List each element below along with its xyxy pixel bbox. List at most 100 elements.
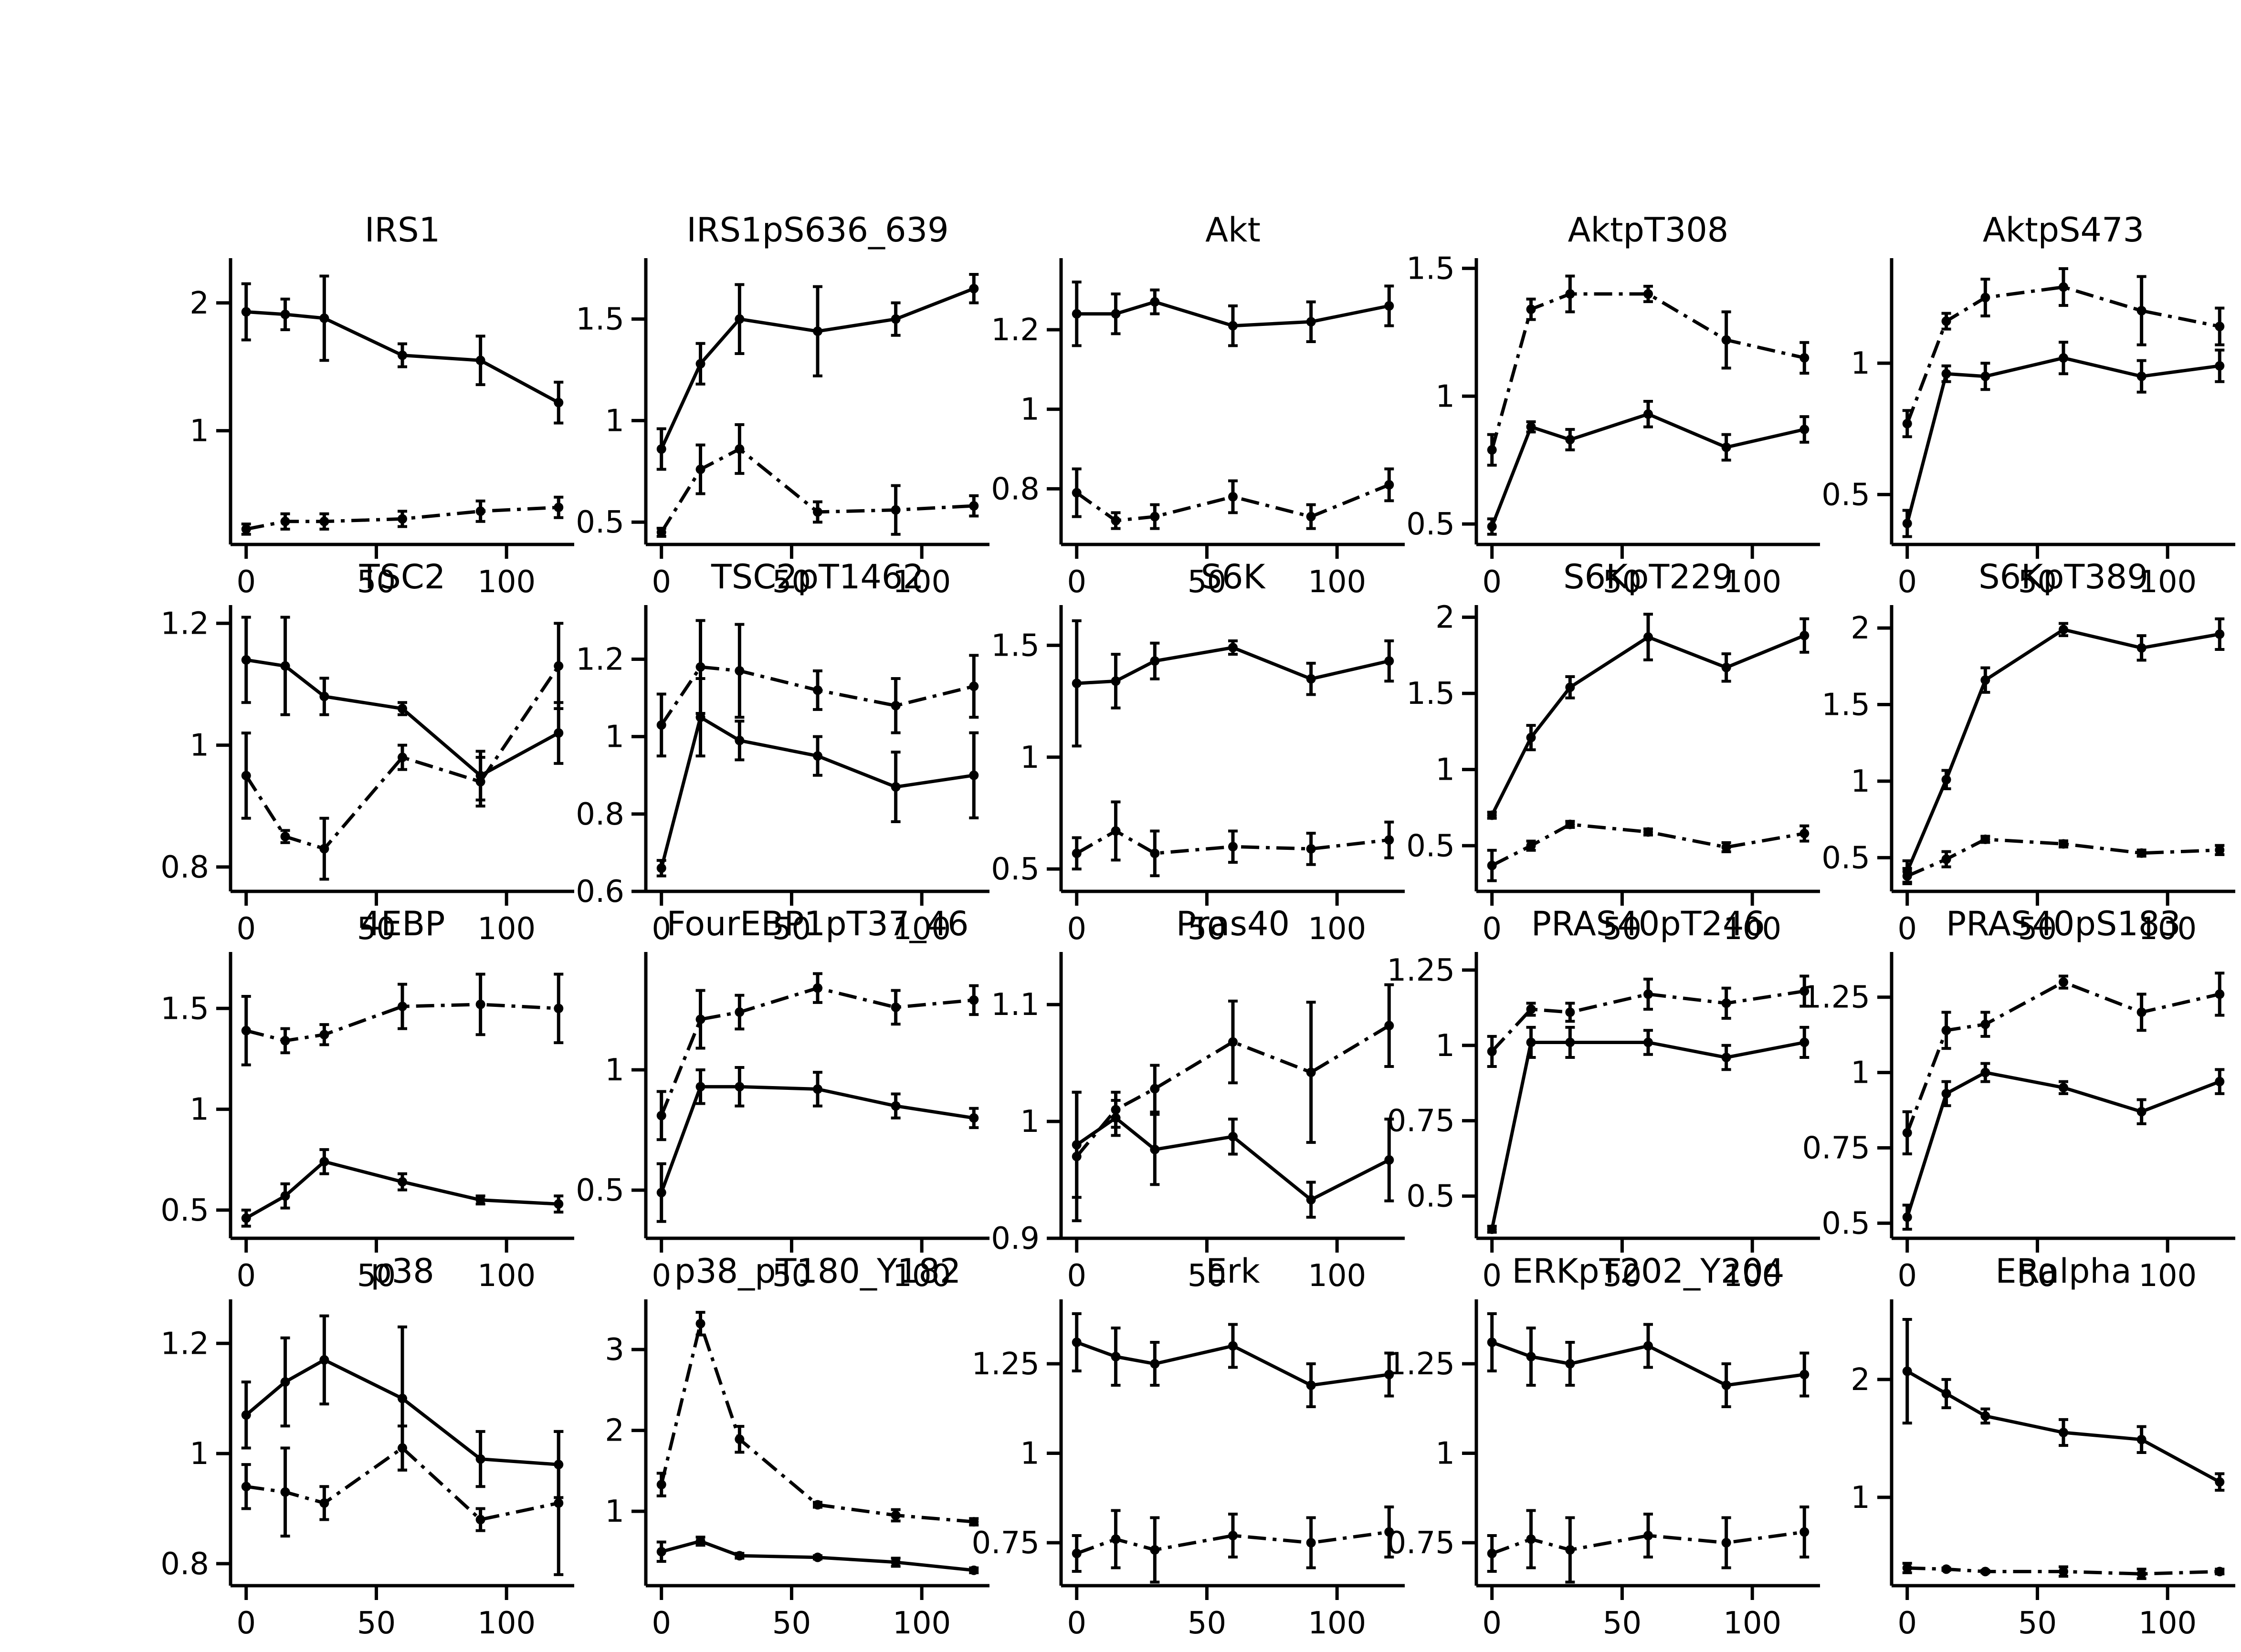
data-point	[1902, 518, 1912, 528]
data-point	[1150, 656, 1160, 666]
data-point	[1526, 422, 1536, 432]
data-point	[1526, 1004, 1536, 1014]
series-line-dashdot	[660, 1322, 974, 1524]
subplot-AktpS473: AktpS473 0 50 100 0.5 1	[1821, 210, 2235, 600]
data-point	[1306, 512, 1316, 522]
data-point	[735, 666, 745, 676]
data-point	[1941, 1389, 1951, 1399]
y-tick-label: 1	[189, 414, 209, 449]
y-tick-label: 1	[1435, 379, 1455, 414]
data-point	[554, 661, 564, 671]
x-tick-label: 0	[1067, 1258, 1086, 1294]
data-point	[735, 1082, 745, 1092]
x-tick-label: 100	[893, 1258, 951, 1294]
data-point	[1306, 1538, 1316, 1547]
x-tick-label: 0	[652, 1258, 671, 1294]
data-point	[969, 1113, 979, 1123]
x-tick-label: 50	[357, 565, 396, 600]
data-point	[891, 782, 901, 792]
y-tick-label: 1	[1435, 1436, 1455, 1472]
data-point	[319, 1355, 329, 1365]
data-point	[475, 1454, 485, 1464]
subplot-S6KpT229: S6KpT229 0 50 100 0.5 1 1.5 2	[1406, 557, 1820, 947]
x-tick-label: 100	[893, 565, 951, 600]
y-tick-label: 1	[605, 403, 624, 439]
y-tick-label: 0.5	[991, 852, 1040, 887]
series-line-solid	[1076, 300, 1389, 328]
series-line-solid	[1905, 1071, 2220, 1218]
data-point	[891, 701, 901, 711]
y-tick-label: 1	[605, 720, 624, 755]
data-point	[1384, 1527, 1394, 1537]
series-line-dashdot	[660, 447, 974, 533]
subplot-title: Akt	[1205, 210, 1261, 250]
series-line-solid	[660, 1085, 974, 1193]
data-point	[1072, 488, 1082, 498]
subplot-title: ERalpha	[1995, 1252, 2131, 1291]
data-point	[969, 681, 979, 691]
x-tick-label: 50	[357, 1606, 396, 1641]
data-point	[280, 516, 290, 526]
data-point	[813, 326, 822, 336]
data-point	[891, 1510, 901, 1520]
data-point	[695, 662, 705, 672]
data-point	[1565, 819, 1575, 829]
data-point	[1072, 848, 1082, 858]
y-tick-label: 0.5	[1821, 477, 1870, 512]
series-line-solid	[660, 715, 974, 869]
y-tick-label: 0.8	[576, 797, 624, 832]
data-point	[241, 655, 251, 665]
series-line-solid	[1905, 356, 2220, 524]
data-point	[1306, 844, 1316, 854]
subplot-title: Erk	[1206, 1252, 1260, 1291]
data-point	[1980, 293, 1990, 303]
subplot-title: TSC2	[359, 557, 446, 596]
data-point	[319, 1030, 329, 1040]
subplot-title: AktpT308	[1568, 210, 1729, 250]
y-tick-label: 1.2	[991, 313, 1040, 348]
subplot-title: TSC2pT1462	[711, 557, 924, 596]
x-tick-label: 100	[477, 565, 536, 600]
subplot-title: S6KpT229	[1563, 557, 1733, 596]
series-line-solid	[1076, 646, 1390, 685]
data-point	[2136, 1007, 2146, 1017]
data-point	[1111, 1534, 1121, 1544]
subplot-Pras40: Pras40 0 50 100 0.9 1 1.1	[991, 904, 1405, 1294]
data-point	[1526, 732, 1536, 742]
x-tick-label: 100	[1308, 1258, 1366, 1294]
y-tick-label: 0.5	[1406, 507, 1455, 542]
data-point	[1980, 675, 1990, 685]
data-point	[1902, 1128, 1912, 1138]
data-point	[1150, 297, 1160, 307]
data-point	[398, 1393, 407, 1403]
data-point	[1902, 1212, 1912, 1222]
series-line-solid	[1491, 1340, 1805, 1387]
y-tick-label: 0.75	[1387, 1526, 1455, 1561]
data-point	[1799, 986, 1810, 996]
y-tick-label: 1	[189, 1436, 209, 1472]
data-point	[2059, 977, 2068, 987]
data-point	[1526, 1534, 1536, 1544]
data-point	[1941, 774, 1951, 784]
x-tick-label: 0	[652, 1606, 671, 1641]
series-line-solid	[246, 658, 559, 777]
data-point	[735, 314, 745, 324]
y-tick-label: 1	[1020, 1104, 1040, 1140]
data-point	[891, 314, 901, 324]
x-tick-label: 50	[2018, 1606, 2057, 1641]
data-point	[2215, 1077, 2225, 1087]
series-line-solid	[661, 1539, 974, 1572]
data-point	[2136, 1107, 2146, 1117]
data-point	[1072, 309, 1082, 319]
data-point	[1228, 643, 1238, 653]
data-point	[1721, 1053, 1731, 1063]
data-point	[1799, 424, 1810, 434]
data-point	[1111, 309, 1121, 319]
x-tick-label: 0	[1482, 1606, 1502, 1641]
y-tick-label: 0.5	[1406, 828, 1455, 864]
data-point	[656, 1110, 666, 1120]
data-point	[2059, 839, 2068, 849]
subplot-title: ERKpT202_Y204	[1512, 1252, 1785, 1291]
y-tick-label: 1	[1851, 764, 1870, 799]
